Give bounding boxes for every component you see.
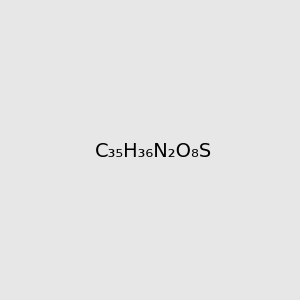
Text: C₃₅H₃₆N₂O₈S: C₃₅H₃₆N₂O₈S [95,142,212,161]
